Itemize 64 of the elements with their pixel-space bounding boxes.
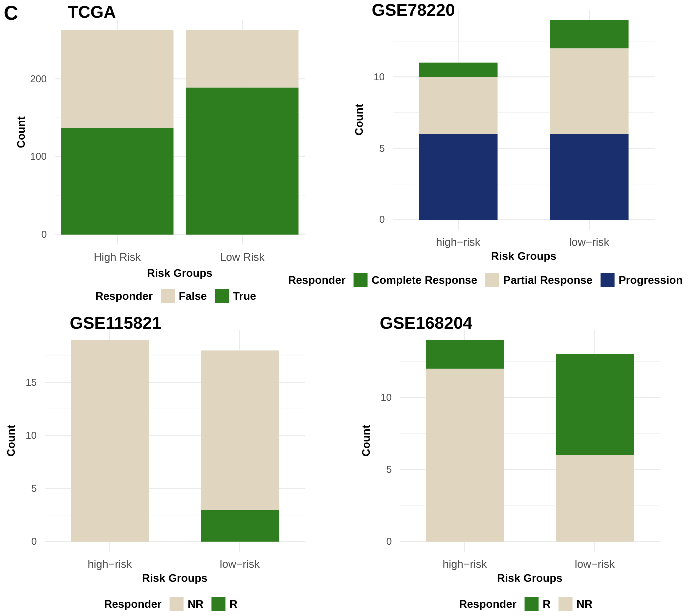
bar [186, 88, 299, 235]
text: C [4, 3, 18, 25]
y-tick-label: 5 [31, 484, 38, 495]
x-axis-title: Risk Groups [491, 251, 557, 263]
legend-label: R [542, 599, 551, 611]
legend-label: NR [576, 599, 593, 611]
bar [61, 30, 174, 128]
bar [550, 134, 629, 220]
chart-title: GSE78220 [372, 1, 456, 20]
y-tick-label: 0 [386, 537, 392, 548]
bar [556, 455, 634, 542]
x-axis-title: Risk Groups [142, 573, 208, 585]
bar [426, 340, 504, 369]
y-tick-label: 15 [26, 378, 38, 389]
legend-title: Responder [288, 275, 346, 287]
legend-label: Progression [618, 275, 684, 287]
y-tick-label: 10 [26, 430, 38, 442]
x-tick-label: High Risk [94, 252, 142, 264]
y-tick-label: 5 [379, 144, 386, 155]
bar [61, 128, 174, 235]
bar [550, 20, 629, 49]
y-axis-title: Count [6, 424, 18, 457]
bar [201, 510, 279, 542]
legend-label: NR [188, 599, 204, 611]
chart-title: GSE168204 [380, 314, 474, 333]
bar [419, 134, 498, 220]
bar [71, 340, 149, 542]
legend-label: True [233, 291, 256, 303]
x-tick-label: low−risk [569, 236, 610, 249]
y-axis-title: Count [354, 104, 366, 136]
bar [186, 30, 299, 88]
x-tick-label: low−risk [574, 558, 616, 571]
y-axis-title: Count [361, 424, 373, 457]
bar [419, 77, 498, 134]
bar [201, 350, 279, 510]
y-tick-label: 0 [41, 230, 48, 242]
legend-title: Responder [459, 599, 518, 611]
y-tick-label: 200 [30, 74, 48, 86]
bar [426, 368, 504, 542]
x-axis-title: Risk Groups [497, 573, 563, 585]
x-tick-label: low−risk [220, 558, 261, 571]
x-tick-label: Low Risk [220, 252, 266, 264]
legend-label: False [179, 291, 208, 303]
x-tick-label: high−risk [436, 236, 482, 249]
y-tick-label: 100 [30, 152, 48, 164]
x-tick-label: high−risk [442, 558, 488, 571]
bar [419, 62, 498, 78]
y-tick-label: 5 [386, 465, 392, 476]
x-tick-label: high−risk [88, 558, 133, 571]
legend-label: Partial Response [504, 275, 593, 287]
y-axis-title: Count [16, 116, 28, 148]
legend-title: Responder [96, 291, 154, 303]
legend-label: Complete Response [372, 275, 478, 287]
y-tick-label: 0 [379, 215, 386, 226]
bar [556, 354, 634, 456]
y-tick-label: 0 [31, 537, 38, 548]
bar [550, 48, 629, 134]
chart-title: GSE115821 [70, 314, 162, 333]
legend-label: R [230, 599, 238, 611]
legend-title: Responder [104, 599, 163, 611]
x-axis-title: Risk Groups [147, 268, 213, 280]
y-tick-label: 10 [374, 72, 386, 84]
chart-title: TCGA [68, 3, 116, 22]
y-tick-label: 10 [380, 392, 392, 404]
